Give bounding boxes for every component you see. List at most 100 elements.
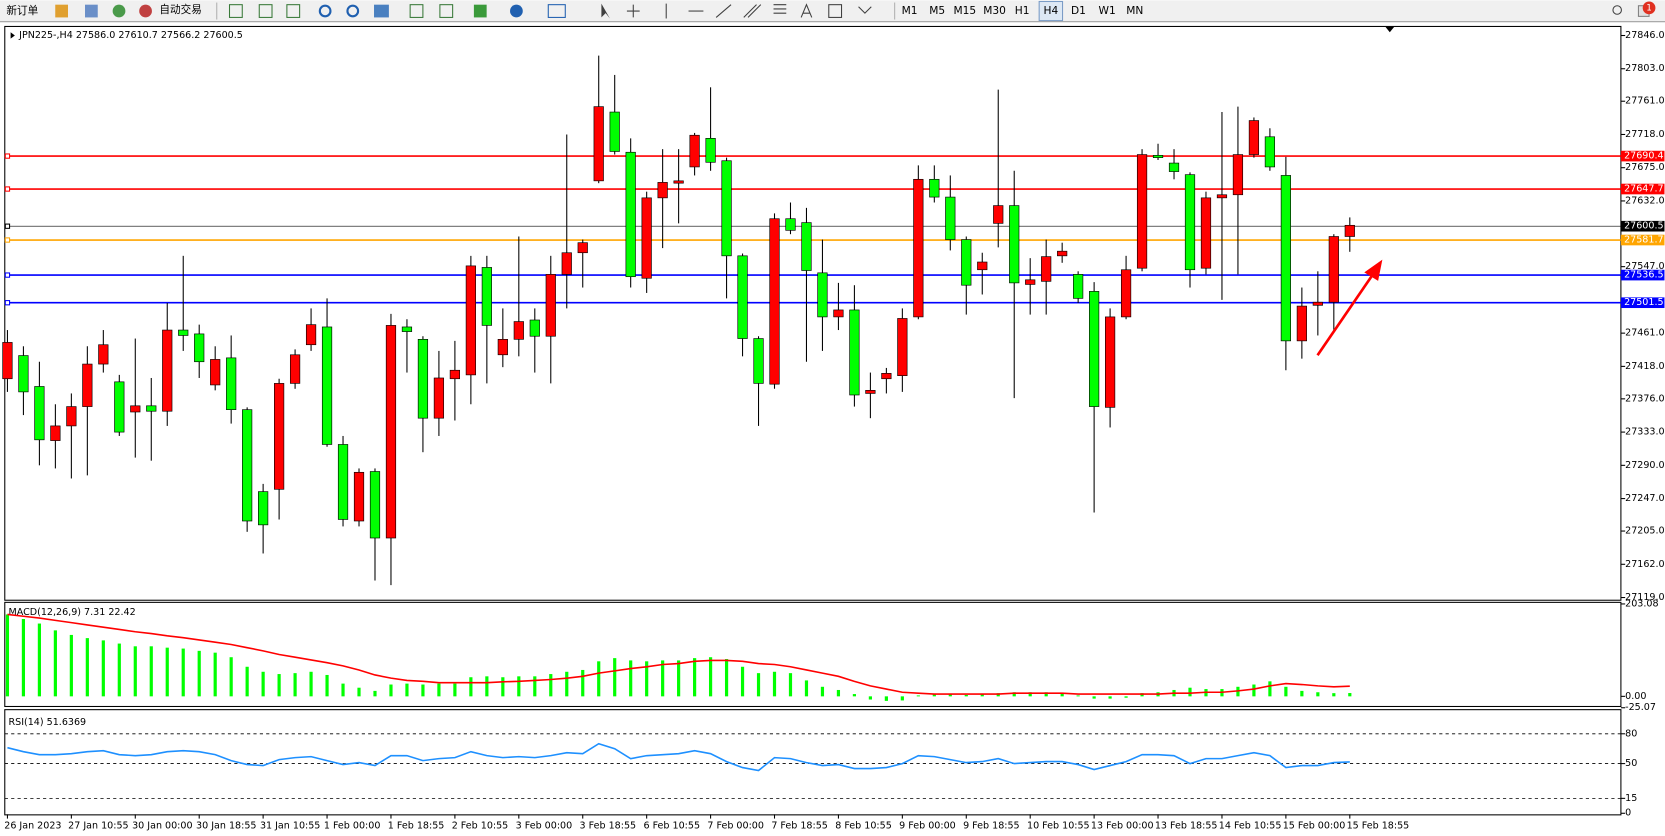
candle-body — [737, 255, 748, 339]
candle-body — [1104, 316, 1116, 408]
candle-body — [1280, 175, 1291, 342]
price-level-tag — [1620, 150, 1665, 162]
fibo-tool[interactable] — [773, 4, 787, 14]
icon[interactable] — [55, 4, 69, 18]
indicators[interactable] — [473, 4, 487, 18]
x-tick-label: 13 Feb 18:55 — [1155, 821, 1218, 832]
x-tick-label: 2 Feb 10:55 — [452, 821, 509, 832]
timeframe-button[interactable]: M5 — [929, 4, 945, 17]
candle-body — [481, 267, 492, 326]
label-tool[interactable] — [828, 4, 843, 18]
candle-body — [1089, 291, 1100, 407]
macd-bar — [836, 689, 841, 697]
candle-body — [561, 252, 572, 275]
text-tool[interactable] — [800, 3, 813, 18]
candle-body — [881, 373, 892, 380]
macd-bar — [117, 643, 121, 697]
x-tick-label: 15 Feb 00:00 — [1283, 821, 1346, 832]
macd-bar — [629, 660, 633, 697]
zoom-in[interactable] — [318, 4, 332, 18]
crosshair-tool[interactable] — [626, 4, 640, 18]
macd-bar — [21, 618, 26, 697]
periods[interactable] — [510, 4, 523, 18]
x-tick-label: 9 Feb 18:55 — [963, 821, 1020, 832]
channel-tool[interactable] — [743, 4, 762, 18]
icon[interactable] — [112, 4, 126, 18]
macd-bar — [309, 671, 313, 697]
icon[interactable] — [228, 4, 243, 18]
candle-body — [226, 357, 237, 410]
timeframe-button[interactable]: MN — [1126, 4, 1143, 17]
icon[interactable] — [439, 4, 454, 18]
price-level-tag — [1620, 183, 1665, 195]
macd-bar — [1316, 692, 1320, 697]
y-tick-label: 80 — [1625, 728, 1637, 739]
templates[interactable] — [547, 4, 566, 18]
candle-body — [433, 377, 445, 419]
icon[interactable] — [374, 4, 389, 18]
candlestick-chart: JPN225-,H4 27586.0 27610.7 27566.2 27600… — [2, 30, 1665, 832]
candle-body — [337, 444, 349, 520]
macd-bar — [549, 674, 553, 697]
candle-body — [545, 274, 556, 337]
trendline-tool[interactable] — [715, 4, 732, 18]
macd-bar — [1108, 696, 1112, 699]
timeframe-button[interactable]: M15 — [953, 4, 976, 17]
auto-trading-button[interactable]: 自动交易 — [159, 3, 201, 16]
candle-body — [401, 326, 413, 332]
macd-bar — [980, 694, 984, 697]
candle-body — [2, 342, 13, 380]
macd-bar — [485, 676, 489, 697]
badge-count[interactable]: 1 — [1646, 3, 1651, 13]
candle-body — [194, 333, 205, 363]
timeframe-button[interactable]: M30 — [983, 4, 1006, 17]
icon[interactable] — [85, 4, 98, 18]
x-tick-label: 1 Feb 00:00 — [324, 821, 381, 832]
candle-body — [913, 178, 924, 318]
candle-body — [593, 106, 604, 182]
macd-bar — [645, 661, 649, 697]
price-level-tag — [1620, 297, 1665, 309]
macd-bar — [708, 657, 713, 697]
new-order-button[interactable]: 新订单 — [6, 4, 38, 17]
macd-bar — [597, 661, 601, 697]
selected-timeframe — [1038, 0, 1064, 22]
arrows-tool[interactable] — [858, 6, 872, 14]
auto-trading-icon[interactable] — [139, 4, 152, 18]
timeframe-button[interactable]: H1 — [1015, 4, 1030, 17]
macd-bar — [85, 638, 89, 697]
icon[interactable] — [258, 4, 273, 18]
timeframes: M1 M5 M15 M30 H1 H4 D1 W1 MN — [902, 4, 1144, 17]
x-tick-label: 9 Feb 00:00 — [899, 821, 956, 832]
price-level-handle — [4, 153, 11, 159]
x-tick-label: 30 Jan 00:00 — [132, 821, 192, 832]
candle-body — [289, 354, 301, 384]
timeframe-button[interactable]: W1 — [1099, 4, 1116, 17]
timeframe-button[interactable]: H4 — [1043, 4, 1058, 17]
candle-body — [929, 178, 940, 198]
macd-bar — [1012, 692, 1016, 697]
icon[interactable] — [409, 4, 424, 18]
x-tick-label: 13 Feb 00:00 — [1091, 821, 1154, 832]
zoom-out[interactable] — [346, 4, 360, 18]
timeframe-button[interactable]: M1 — [902, 4, 918, 17]
search[interactable] — [1612, 5, 1622, 15]
arrow-shaft — [1316, 273, 1374, 357]
macd-bar — [932, 694, 936, 697]
macd-bar — [1124, 696, 1128, 698]
badge[interactable] — [1642, 1, 1656, 15]
macd-panel — [4, 601, 1622, 708]
candle-body — [977, 261, 988, 271]
macd-bar — [293, 673, 297, 697]
y-tick-label: 27632.0 — [1625, 195, 1664, 206]
timeframe-button[interactable]: D1 — [1071, 4, 1086, 17]
y-tick-label: 27547.0 — [1625, 261, 1664, 272]
price-level-handle — [4, 237, 11, 243]
macd-bar — [533, 676, 537, 697]
macd-bar — [1332, 693, 1336, 697]
cursor-tool[interactable] — [601, 3, 610, 19]
y-tick-label: -25.07 — [1625, 702, 1656, 713]
macd-bar — [373, 690, 377, 697]
icon[interactable] — [286, 4, 301, 18]
price-level-handle — [4, 186, 11, 192]
